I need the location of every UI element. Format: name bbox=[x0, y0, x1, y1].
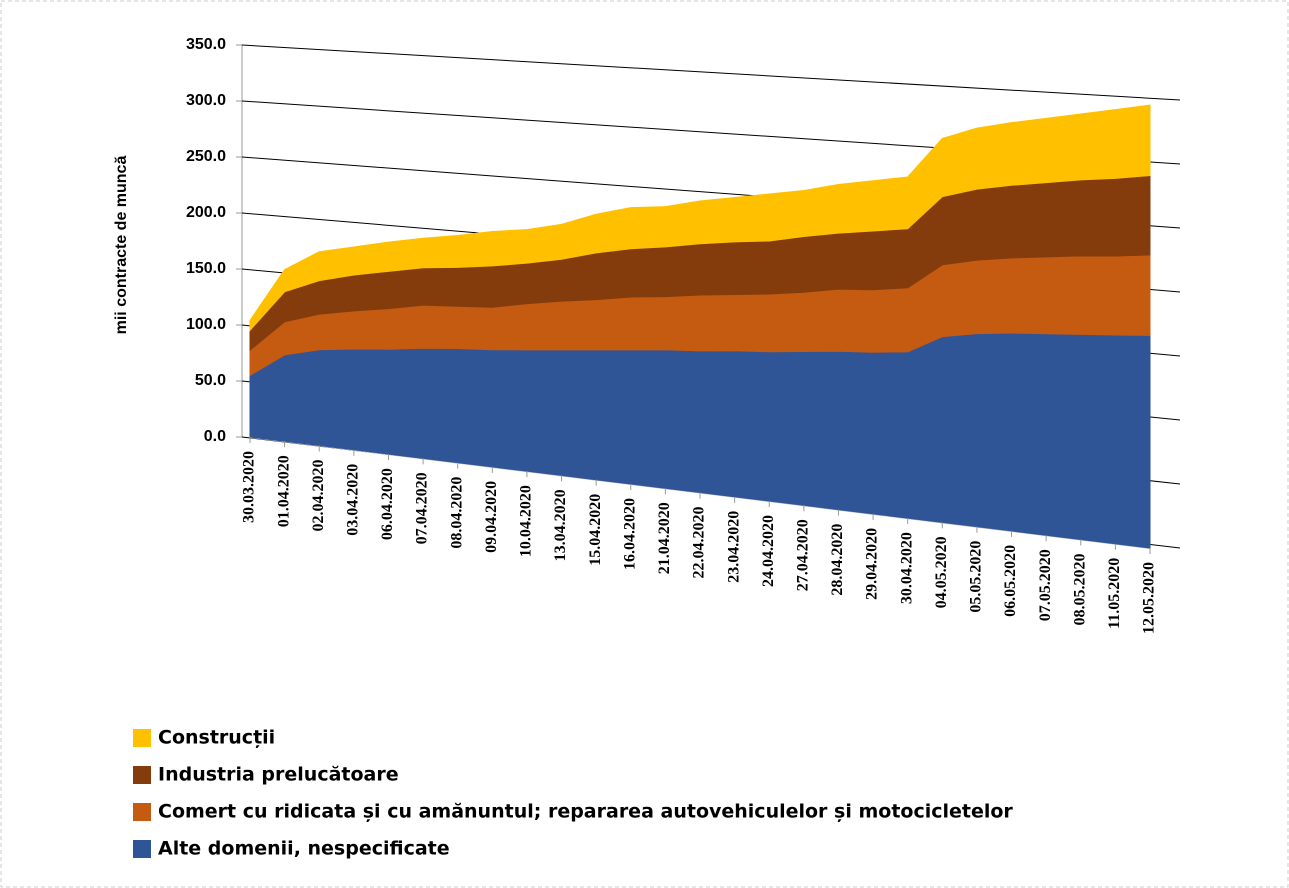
y-tick-label: 0.0 bbox=[204, 428, 226, 445]
x-tick-label: 03.04.2020 bbox=[345, 464, 362, 536]
legend-swatch bbox=[133, 729, 151, 747]
y-tick-label: 200.0 bbox=[186, 204, 226, 221]
area bbox=[249, 104, 1151, 332]
x-tick-label: 16.04.2020 bbox=[621, 498, 638, 570]
x-tick-label: 09.04.2020 bbox=[483, 481, 500, 553]
x-tick-label: 08.04.2020 bbox=[448, 477, 465, 549]
grid-line bbox=[241, 44, 1181, 101]
y-tick-label: 150.0 bbox=[186, 260, 226, 277]
y-tick-label: 100.0 bbox=[186, 316, 226, 333]
legend-label: Industria prelucătoare bbox=[158, 764, 399, 786]
x-tick-label: 06.05.2020 bbox=[1002, 545, 1019, 617]
x-tick-label: 07.04.2020 bbox=[414, 472, 431, 544]
x-tick-label: 29.04.2020 bbox=[864, 528, 881, 600]
x-tick-label: 21.04.2020 bbox=[656, 502, 673, 574]
y-tick-label: 250.0 bbox=[186, 148, 226, 165]
legend-swatch bbox=[133, 803, 151, 821]
x-tick-label: 10.04.2020 bbox=[518, 485, 535, 557]
x-tick-label: 06.04.2020 bbox=[379, 468, 396, 540]
legend-label: Comert cu ridicata și cu amănuntul; repa… bbox=[158, 801, 1013, 823]
x-tick-label: 12.05.2020 bbox=[1141, 562, 1158, 634]
legend-label: Alte domenii, nespecificate bbox=[158, 838, 450, 860]
y-tick-label: 350.0 bbox=[186, 36, 226, 53]
x-tick-label: 22.04.2020 bbox=[691, 507, 708, 579]
legend-label: Construcții bbox=[158, 727, 275, 749]
x-tick-label: 24.04.2020 bbox=[760, 515, 777, 587]
x-tick-label: 01.04.2020 bbox=[275, 455, 292, 527]
x-tick-label: 13.04.2020 bbox=[552, 489, 569, 561]
x-tick-label: 08.05.2020 bbox=[1071, 553, 1088, 625]
legend-swatch bbox=[133, 840, 151, 858]
x-tick-label: 23.04.2020 bbox=[725, 511, 742, 583]
x-tick-label: 02.04.2020 bbox=[310, 460, 327, 532]
x-tick-label: 07.05.2020 bbox=[1037, 549, 1054, 621]
x-tick-label: 28.04.2020 bbox=[829, 524, 846, 596]
legend-swatch bbox=[133, 766, 151, 784]
x-tick-label: 04.05.2020 bbox=[933, 536, 950, 608]
y-axis-title: mii contracte de muncă bbox=[113, 156, 130, 335]
y-tick-label: 300.0 bbox=[186, 92, 226, 109]
x-tick-label: 30.03.2020 bbox=[241, 451, 258, 523]
y-tick-label: 50.0 bbox=[195, 372, 226, 389]
x-tick-label: 27.04.2020 bbox=[795, 519, 812, 591]
x-tick-label: 11.05.2020 bbox=[1106, 558, 1123, 629]
x-tick-label: 15.04.2020 bbox=[587, 494, 604, 566]
x-tick-label: 05.05.2020 bbox=[968, 541, 985, 613]
x-tick-label: 30.04.2020 bbox=[898, 532, 915, 604]
